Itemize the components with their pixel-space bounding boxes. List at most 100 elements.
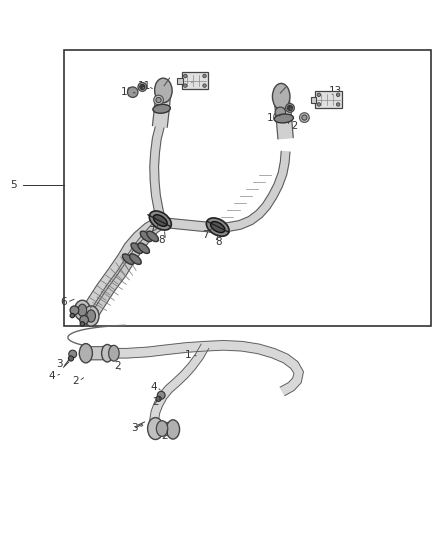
Circle shape <box>69 350 77 358</box>
Ellipse shape <box>211 222 225 232</box>
Text: 7: 7 <box>148 225 155 236</box>
Circle shape <box>70 313 74 318</box>
Ellipse shape <box>153 104 170 113</box>
Circle shape <box>336 103 340 106</box>
Ellipse shape <box>206 218 229 236</box>
Text: 11: 11 <box>138 81 151 91</box>
Polygon shape <box>274 95 293 139</box>
Ellipse shape <box>153 215 167 227</box>
Text: 5: 5 <box>10 181 17 190</box>
Text: 13: 13 <box>328 86 342 96</box>
Circle shape <box>290 106 292 108</box>
Circle shape <box>290 108 292 110</box>
Polygon shape <box>85 346 113 360</box>
Circle shape <box>317 103 321 106</box>
Circle shape <box>140 86 142 88</box>
Text: 2: 2 <box>114 361 121 372</box>
Circle shape <box>317 93 321 96</box>
Circle shape <box>141 87 144 90</box>
Bar <box>315 91 342 108</box>
Polygon shape <box>150 344 209 427</box>
Circle shape <box>289 108 291 110</box>
Text: 2: 2 <box>152 397 159 407</box>
Circle shape <box>68 356 74 361</box>
Text: 10: 10 <box>120 87 134 97</box>
Circle shape <box>141 84 144 87</box>
Ellipse shape <box>123 254 134 264</box>
Circle shape <box>154 95 163 105</box>
Text: 2: 2 <box>161 431 168 441</box>
Polygon shape <box>107 341 304 395</box>
Ellipse shape <box>109 345 119 361</box>
Circle shape <box>156 396 161 401</box>
Circle shape <box>142 85 145 87</box>
Circle shape <box>140 85 143 87</box>
Ellipse shape <box>138 83 147 91</box>
Text: 1: 1 <box>185 350 192 360</box>
Ellipse shape <box>74 300 90 320</box>
Ellipse shape <box>127 87 138 98</box>
Circle shape <box>184 74 187 78</box>
Ellipse shape <box>102 344 113 362</box>
Text: 4: 4 <box>48 371 55 381</box>
Polygon shape <box>150 125 166 223</box>
Circle shape <box>142 86 145 89</box>
Circle shape <box>287 107 290 109</box>
Bar <box>311 96 316 103</box>
Text: 3: 3 <box>131 423 138 433</box>
Polygon shape <box>162 217 217 233</box>
Ellipse shape <box>78 304 87 317</box>
Ellipse shape <box>286 103 294 112</box>
Polygon shape <box>152 90 171 127</box>
Circle shape <box>80 316 88 324</box>
Ellipse shape <box>274 114 293 123</box>
Ellipse shape <box>272 84 290 110</box>
Circle shape <box>288 106 290 108</box>
Text: 6: 6 <box>60 297 67 308</box>
Circle shape <box>203 84 206 87</box>
Ellipse shape <box>83 306 99 326</box>
Circle shape <box>203 74 206 78</box>
Ellipse shape <box>148 418 163 440</box>
Bar <box>177 78 183 84</box>
Text: 2: 2 <box>72 376 79 386</box>
Circle shape <box>302 115 307 120</box>
Ellipse shape <box>79 344 92 363</box>
Text: 6: 6 <box>82 305 89 316</box>
Text: 12: 12 <box>286 122 299 131</box>
Ellipse shape <box>131 243 143 254</box>
Text: 3: 3 <box>56 359 63 369</box>
Circle shape <box>184 84 187 87</box>
Text: 11: 11 <box>278 103 291 113</box>
Circle shape <box>288 108 290 110</box>
Circle shape <box>336 93 340 96</box>
Text: 8: 8 <box>159 235 166 245</box>
Text: 10: 10 <box>267 112 280 123</box>
Ellipse shape <box>149 211 171 230</box>
Bar <box>64 50 431 326</box>
Ellipse shape <box>140 231 152 241</box>
Polygon shape <box>81 218 159 317</box>
Circle shape <box>70 306 79 314</box>
Circle shape <box>156 98 161 103</box>
Ellipse shape <box>87 310 95 322</box>
Circle shape <box>290 107 293 109</box>
Text: 12: 12 <box>155 100 168 109</box>
Ellipse shape <box>275 107 286 118</box>
Text: 4: 4 <box>150 382 157 392</box>
Ellipse shape <box>147 231 159 241</box>
Polygon shape <box>90 219 166 317</box>
Circle shape <box>300 113 309 123</box>
Text: 8: 8 <box>215 237 223 247</box>
Ellipse shape <box>166 420 180 439</box>
Bar <box>182 72 208 89</box>
Circle shape <box>157 391 165 399</box>
Ellipse shape <box>138 243 149 254</box>
Circle shape <box>289 106 291 108</box>
Polygon shape <box>216 151 290 232</box>
Polygon shape <box>153 421 173 436</box>
Ellipse shape <box>155 78 172 103</box>
Ellipse shape <box>130 254 141 264</box>
Circle shape <box>80 322 85 326</box>
Circle shape <box>140 86 143 89</box>
